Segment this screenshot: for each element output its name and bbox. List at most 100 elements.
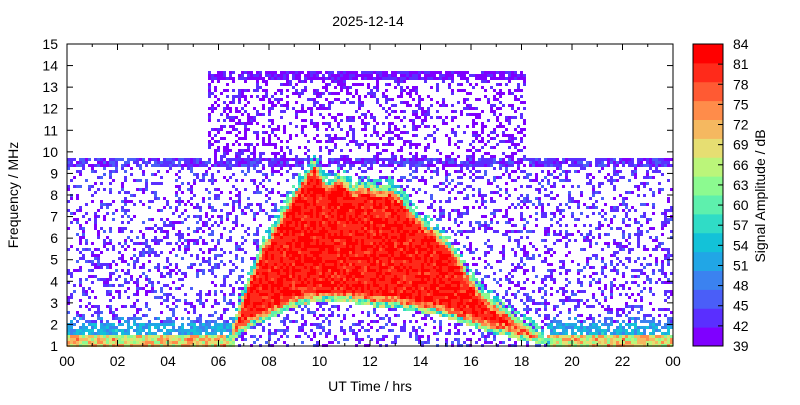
heatmap-cell [97,266,100,269]
heatmap-cell [400,158,403,161]
heatmap-cell [301,131,304,134]
heatmap-cell [388,248,391,251]
heatmap-cell [334,200,337,203]
heatmap-cell [346,239,349,242]
heatmap-cell [112,161,115,164]
heatmap-cell [391,200,394,203]
heatmap-cell [184,293,187,296]
heatmap-cell [208,191,211,194]
heatmap-cell [349,275,352,278]
heatmap-cell [403,227,406,230]
heatmap-cell [313,137,316,140]
heatmap-cell [379,224,382,227]
heatmap-cell [376,155,379,158]
heatmap-cell [361,248,364,251]
heatmap-cell [349,101,352,104]
heatmap-cell [238,122,241,125]
heatmap-cell [196,272,199,275]
heatmap-cell [400,287,403,290]
heatmap-cell [274,254,277,257]
heatmap-cell [322,203,325,206]
heatmap-cell [160,161,163,164]
heatmap-cell [415,128,418,131]
heatmap-cell [412,224,415,227]
heatmap-cell [223,263,226,266]
heatmap-cell [382,191,385,194]
heatmap-cell [274,221,277,224]
heatmap-cell [250,164,253,167]
heatmap-cell [367,191,370,194]
heatmap-cell [292,221,295,224]
heatmap-cell [190,326,193,329]
heatmap-cell [295,227,298,230]
heatmap-cell [145,239,148,242]
heatmap-cell [121,182,124,185]
heatmap-cell [346,299,349,302]
heatmap-cell [397,260,400,263]
heatmap-cell [397,305,400,308]
heatmap-cell [178,335,181,338]
heatmap-cell [391,272,394,275]
heatmap-cell [286,335,289,338]
heatmap-cell [334,251,337,254]
heatmap-cell [400,251,403,254]
heatmap-cell [307,98,310,101]
heatmap-cell [154,341,157,344]
heatmap-cell [346,257,349,260]
heatmap-cell [91,269,94,272]
heatmap-cell [307,194,310,197]
heatmap-cell [373,125,376,128]
heatmap-cell [226,104,229,107]
heatmap-cell [313,284,316,287]
heatmap-cell [379,191,382,194]
heatmap-cell [232,293,235,296]
heatmap-cell [358,242,361,245]
heatmap-cell [313,176,316,179]
heatmap-cell [196,332,199,335]
heatmap-cell [364,284,367,287]
heatmap-cell [361,281,364,284]
heatmap-cell [73,176,76,179]
heatmap-cell [289,266,292,269]
heatmap-cell [274,293,277,296]
heatmap-cell [157,209,160,212]
heatmap-cell [166,284,169,287]
heatmap-cell [361,101,364,104]
heatmap-cell [220,254,223,257]
heatmap-cell [325,221,328,224]
heatmap-cell [340,230,343,233]
heatmap-cell [265,284,268,287]
heatmap-cell [94,311,97,314]
heatmap-cell [295,206,298,209]
heatmap-cell [85,338,88,341]
heatmap-cell [340,137,343,140]
heatmap-cell [325,269,328,272]
heatmap-cell [223,119,226,122]
heatmap-cell [397,215,400,218]
heatmap-cell [394,260,397,263]
heatmap-cell [208,161,211,164]
heatmap-cell [346,308,349,311]
heatmap-cell [286,83,289,86]
heatmap-cell [241,257,244,260]
heatmap-cell [238,299,241,302]
heatmap-cell [361,203,364,206]
heatmap-cell [397,179,400,182]
heatmap-cell [136,317,139,320]
heatmap-cell [352,140,355,143]
heatmap-cell [301,128,304,131]
heatmap-cell [256,257,259,260]
heatmap-cell [271,260,274,263]
heatmap-cell [217,338,220,341]
heatmap-cell [286,329,289,332]
heatmap-cell [307,260,310,263]
heatmap-cell [169,317,172,320]
heatmap-cell [247,122,250,125]
heatmap-cell [94,341,97,344]
heatmap-cell [244,125,247,128]
heatmap-cell [223,161,226,164]
heatmap-cell [244,311,247,314]
heatmap-cell [247,308,250,311]
heatmap-cell [346,293,349,296]
heatmap-cell [163,323,166,326]
